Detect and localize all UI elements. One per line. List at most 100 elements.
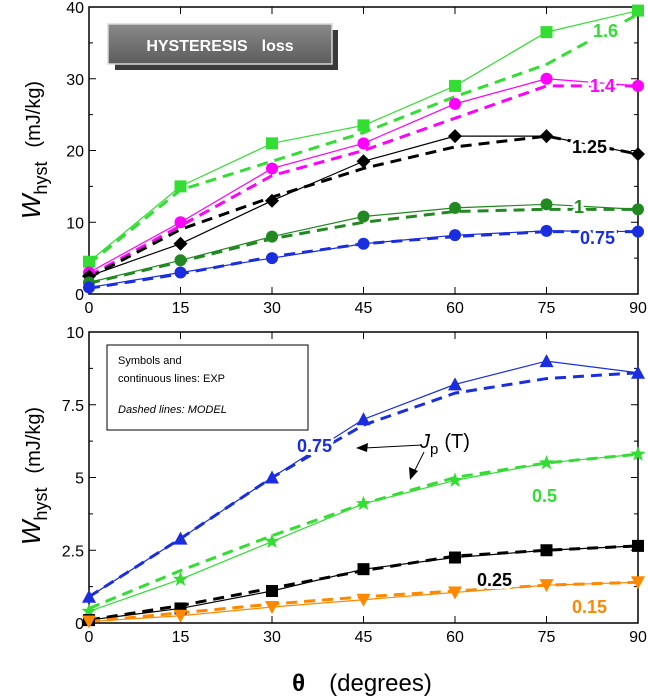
top-series-1.25-label: 1.25 [572,137,607,157]
top-series-1-point [266,230,278,243]
bottom-series-0.75-label-halo: 0.75 [297,436,332,456]
top-series-1-label-halo: 1 [574,197,584,217]
bottom-xtick-label: 90 [629,629,647,646]
bottom-series-0.5-point [447,472,463,487]
jp-arrow-left-head [356,443,368,452]
top-ytick-label: 20 [66,144,84,161]
bottom-series-0.25-point [266,584,278,597]
top-ytick-label: 10 [66,215,84,232]
xlabel-symbol: θ [292,670,305,697]
top-series-1-point [357,210,370,223]
bottom-series-0.15-point [631,576,645,590]
bottom-series-0.75-point [82,589,96,603]
bottom-series-0.15-point [539,579,554,593]
top-series-1.6-point [83,255,95,268]
top-ylabel-subscript: hyst [31,162,51,195]
bottom-xtick-label: 75 [538,629,556,646]
bottom-series-0.25-point [357,563,370,576]
bottom-series-0.5-exp-line [88,453,639,612]
top-xtick-label: 45 [355,300,373,317]
top-series-1.25-point [173,236,188,251]
bottom-series-labels: 0.750.750.50.50.250.250.150.15 [294,433,610,620]
title-word-1: HYSTERESIS [146,38,248,55]
bottom-series-0.5-point [355,495,372,511]
top-ytick-label: 40 [66,0,84,17]
top-series-1.4-point [174,216,187,229]
top-series-1-point [540,198,553,211]
bottom-series-0.5-point [630,446,646,461]
bottom-series-0.5-label: 0.5 [532,486,557,506]
top-series-1.4-label: 1.4 [590,76,615,96]
bottom-series-markers [81,354,646,629]
bottom-series-0.15-point [265,600,279,614]
top-series-1-point [632,203,644,216]
bottom-series-0.25-label: 0.25 [477,570,512,590]
top-series-1.25-point [631,147,645,162]
top-series-1.25-point [539,129,554,144]
bottom-series-0.15-point [82,615,96,629]
jp-unit: (T) [444,431,470,453]
top-series-1.6-point [357,119,370,132]
bottom-x-tick-labels: 0 15 30 45 60 75 90 [85,629,647,646]
top-series-1.6-point [449,79,461,92]
top-xtick-label: 15 [172,300,190,317]
bottom-series-0.5-point [264,533,280,548]
top-series-1-point [174,254,187,267]
bottom-series-0.5-point [81,603,97,618]
top-series-0.75-point [357,237,370,250]
top-ytick-label: 0 [75,287,84,304]
bottom-series-0.75-point [356,412,371,426]
bottom-series-0.5-point [172,571,189,586]
top-title-box: HYSTERESIS loss [107,23,338,70]
svg-text:Jp(T): Jp (T) [419,431,470,458]
top-series-1.25-label-halo: 1.25 [572,137,607,157]
jp-subscript: p [430,441,438,458]
bottom-series-0.25-label-halo: 0.25 [477,570,512,590]
top-series-1.4-label-halo: 1.4 [590,76,615,96]
bottom-series-0.15-point [356,593,371,607]
bottom-chart: 02.557.510 0 15 30 45 60 75 90 0.750.750.50.50… [16,325,647,697]
top-y-tick-labels: 0 10 20 30 40 [66,0,84,304]
top-y-axis-label: Whyst (mJ/kg) [16,81,51,219]
top-xtick-label: 0 [85,300,94,317]
top-series-1.6-point [174,180,187,193]
top-series-markers [82,4,645,294]
top-series-1.4-point [449,97,461,110]
bottom-series-0.15-label: 0.15 [572,597,607,617]
top-series-1.4-point [357,137,370,150]
bottom-ylabel-subscript: hyst [31,488,51,521]
bottom-series-0.75-point [173,531,188,545]
bottom-series-0.75-point [631,365,645,379]
jp-arrow-down-line [413,451,425,473]
bottom-ytick-label: 7.5 [62,398,84,415]
bottom-ytick-label: 5 [75,471,84,488]
jp-symbol: J [419,431,431,453]
bottom-ylabel-symbol: W [16,518,46,545]
top-xtick-label: 75 [538,300,556,317]
top-series-1-point [449,201,461,214]
bottom-ytick-label: 2.5 [62,543,84,560]
legend-note-line-1: Symbols and [118,355,182,367]
top-series-1.6-label-halo: 1.6 [593,21,618,41]
bottom-xtick-label: 45 [355,629,373,646]
bottom-series-0.25-point [449,551,461,564]
top-series-0.75-label-halo: 0.75 [580,228,615,248]
legend-note-line-3: Dashed lines: MODEL [118,404,227,416]
bottom-ytick-label: 10 [66,325,84,342]
bottom-y-axis-label: Whyst (mJ/kg) [16,407,51,545]
top-xtick-label: 90 [629,300,647,317]
top-series-1.25-model-line [88,134,639,279]
jp-arrow-left-line [363,444,423,449]
top-series-1.6-point [540,26,553,39]
top-series-1.25-point [265,193,279,208]
top-series-1.6-point [632,4,644,17]
top-series-1.4-point [540,72,553,85]
top-ylabel-unit: (mJ/kg) [23,81,45,148]
top-series-1.25-point [356,154,371,169]
bottom-ylabel-unit: (mJ/kg) [23,407,45,474]
bottom-series-0.25-point [632,539,644,552]
